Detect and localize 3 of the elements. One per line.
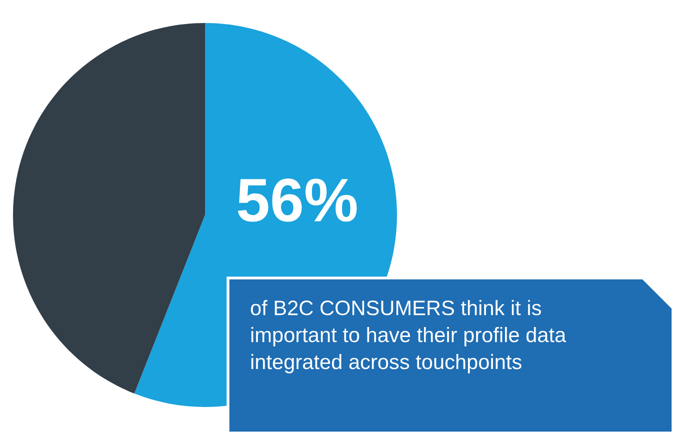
pie-slice xyxy=(13,23,205,394)
text: of B2C CONSUMERS think it is important to have their profile data integrated across touchpoints xyxy=(250,300,566,374)
data-label: 56% xyxy=(238,178,357,222)
